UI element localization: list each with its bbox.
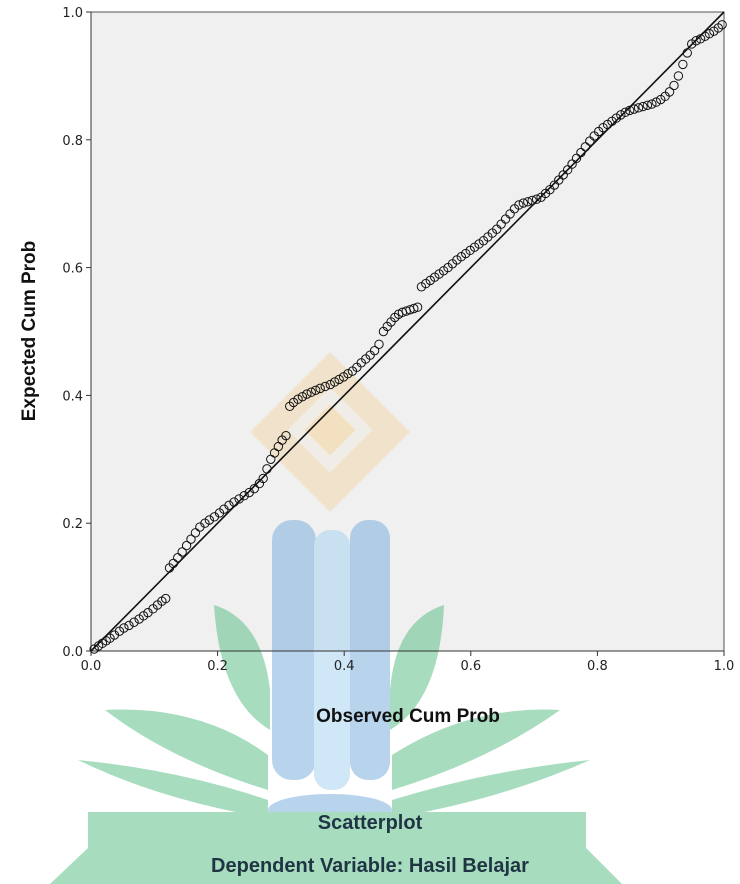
data-point	[409, 303, 419, 314]
y-tick-label: 0.0	[62, 645, 83, 660]
data-point	[177, 547, 187, 557]
data-point	[204, 515, 215, 525]
data-point	[325, 379, 335, 390]
y-tick-label: 1.0	[62, 6, 83, 21]
data-point	[229, 497, 239, 507]
data-point	[124, 620, 134, 631]
data-point	[518, 198, 529, 208]
data-point	[320, 381, 330, 392]
data-point	[334, 374, 344, 385]
x-tick-label: 0.8	[587, 659, 608, 674]
chart-footer-title: Scatterplot	[317, 812, 423, 834]
y-tick-label: 0.8	[62, 134, 83, 149]
points-layer	[89, 20, 727, 654]
data-point	[527, 195, 537, 206]
data-point	[160, 593, 171, 604]
data-point	[682, 48, 692, 58]
data-point	[302, 389, 312, 399]
data-point	[293, 394, 303, 404]
data-point	[642, 100, 653, 110]
data-point	[700, 31, 710, 41]
y-tick-label: 0.2	[62, 517, 83, 532]
data-point	[343, 368, 353, 379]
data-point	[704, 29, 715, 39]
data-point	[523, 197, 533, 207]
watermark-leaves-icon	[50, 605, 622, 884]
data-point	[412, 302, 423, 312]
chart-footer-subtitle: Dependent Variable: Hasil Belajar	[211, 855, 529, 877]
data-point	[374, 339, 384, 349]
data-point	[647, 99, 657, 109]
data-point	[239, 491, 249, 501]
data-point	[311, 385, 321, 395]
data-point	[651, 97, 661, 107]
data-point	[620, 107, 630, 118]
watermark-logo	[50, 352, 622, 884]
x-tick-label: 0.4	[334, 659, 355, 674]
data-point	[186, 534, 196, 544]
x-axis-title: Observed Cum Prob	[316, 706, 500, 727]
data-point	[306, 387, 316, 397]
data-point	[224, 500, 234, 511]
y-tick-label: 0.4	[62, 389, 83, 404]
data-point	[514, 200, 524, 210]
data-point	[695, 34, 706, 44]
data-point	[638, 101, 648, 112]
x-tick-label: 1.0	[714, 659, 735, 674]
x-tick-label: 0.6	[460, 659, 481, 674]
x-tick-label: 0.0	[81, 659, 102, 674]
data-point	[629, 104, 639, 114]
data-point	[315, 383, 325, 394]
watermark-pillars-icon	[268, 520, 392, 826]
data-point	[531, 194, 542, 204]
data-point	[369, 345, 380, 356]
data-point	[330, 377, 340, 387]
data-point	[717, 20, 727, 30]
data-point	[262, 464, 272, 474]
data-point	[234, 494, 244, 504]
y-tick-label: 0.6	[62, 262, 83, 277]
data-point	[181, 540, 192, 551]
data-point	[281, 430, 291, 441]
data-point	[664, 87, 675, 97]
data-point	[633, 103, 644, 113]
y-axis-title: Expected Cum Prob	[19, 241, 40, 422]
data-point	[678, 59, 688, 70]
axes: 0.0 0.2 0.4 0.6 0.8 1.0 0.0 0.2 0.4 0.6 0.8 1.0	[62, 6, 734, 674]
data-point	[691, 36, 701, 46]
data-point	[616, 110, 626, 120]
watermark-knot-icon	[250, 352, 410, 512]
data-point	[297, 391, 308, 402]
data-point	[119, 623, 129, 633]
x-tick-label: 0.2	[207, 659, 228, 674]
data-point	[129, 617, 139, 627]
data-point	[249, 483, 260, 494]
data-point	[673, 71, 684, 81]
data-point	[669, 80, 679, 91]
data-point	[258, 473, 268, 484]
data-point	[624, 105, 635, 116]
